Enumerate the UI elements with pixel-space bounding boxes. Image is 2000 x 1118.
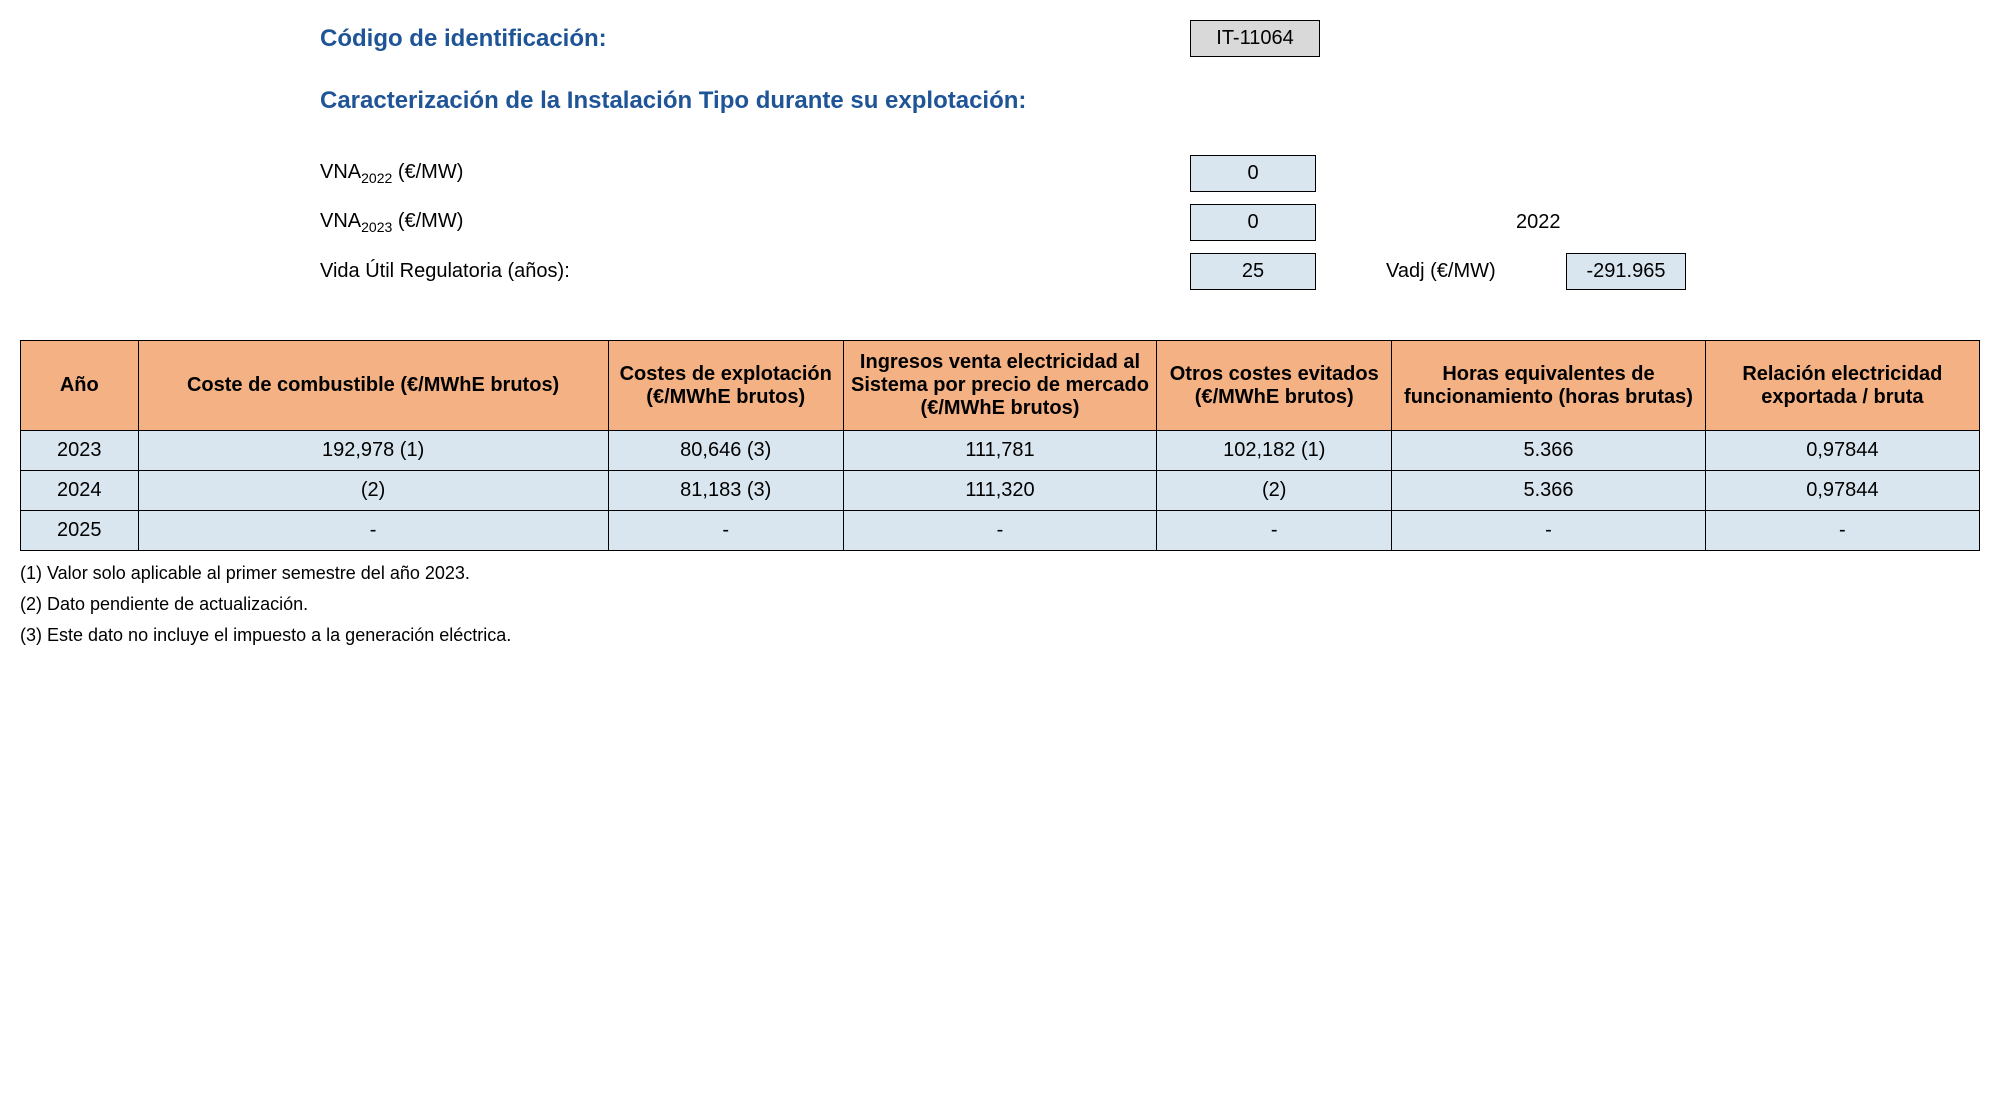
col-header: Coste de combustible (€/MWhE brutos)	[138, 341, 608, 431]
table-row: 2023192,978 (1)80,646 (3)111,781102,182 …	[21, 431, 1980, 471]
codigo-label: Código de identificación:	[320, 25, 1190, 53]
vna2023-label: VNA2023 (€/MW)	[320, 210, 1190, 235]
table-cell: 2025	[21, 511, 139, 551]
table-cell: (2)	[1157, 471, 1392, 511]
year-side: 2022	[1516, 211, 1561, 234]
col-header: Costes de explotación (€/MWhE brutos)	[608, 341, 843, 431]
col-header: Ingresos venta electricidad al Sistema p…	[843, 341, 1156, 431]
table-cell: (2)	[138, 471, 608, 511]
vna2022-value: 0	[1190, 155, 1316, 192]
caract-label: Caracterización de la Instalación Tipo d…	[320, 87, 1026, 115]
table-cell: 111,320	[843, 471, 1156, 511]
table-cell: -	[843, 511, 1156, 551]
table-cell: 5.366	[1392, 471, 1705, 511]
table-cell: -	[1705, 511, 1979, 551]
footnote: (3) Este dato no incluye el impuesto a l…	[20, 625, 1980, 646]
table-cell: -	[1157, 511, 1392, 551]
footnotes: (1) Valor solo aplicable al primer semes…	[20, 563, 1980, 646]
table-cell: 111,781	[843, 431, 1156, 471]
table-row: 2024(2)81,183 (3)111,320(2)5.3660,97844	[21, 471, 1980, 511]
col-header: Relación electricidad exportada / bruta	[1705, 341, 1979, 431]
vadj-value: -291.965	[1566, 253, 1686, 290]
vna2022-label: VNA2022 (€/MW)	[320, 161, 1190, 186]
table-cell: -	[608, 511, 843, 551]
table-cell: 102,182 (1)	[1157, 431, 1392, 471]
table-cell: 81,183 (3)	[608, 471, 843, 511]
vida-label: Vida Útil Regulatoria (años):	[320, 260, 1190, 283]
table-cell: 2024	[21, 471, 139, 511]
codigo-value: IT-11064	[1190, 20, 1320, 57]
table-cell: 2023	[21, 431, 139, 471]
vida-value: 25	[1190, 253, 1316, 290]
table-cell: 192,978 (1)	[138, 431, 608, 471]
table-cell: 80,646 (3)	[608, 431, 843, 471]
vadj-label: Vadj (€/MW)	[1386, 260, 1566, 283]
table-cell: -	[138, 511, 608, 551]
vna2023-value: 0	[1190, 204, 1316, 241]
table-cell: 5.366	[1392, 431, 1705, 471]
col-header: Otros costes evitados (€/MWhE brutos)	[1157, 341, 1392, 431]
table-cell: 0,97844	[1705, 431, 1979, 471]
table-row: 2025------	[21, 511, 1980, 551]
col-header: Año	[21, 341, 139, 431]
data-table: AñoCoste de combustible (€/MWhE brutos)C…	[20, 340, 1980, 551]
footnote: (2) Dato pendiente de actualización.	[20, 594, 1980, 615]
col-header: Horas equivalentes de funcionamiento (ho…	[1392, 341, 1705, 431]
table-cell: -	[1392, 511, 1705, 551]
table-cell: 0,97844	[1705, 471, 1979, 511]
footnote: (1) Valor solo aplicable al primer semes…	[20, 563, 1980, 584]
